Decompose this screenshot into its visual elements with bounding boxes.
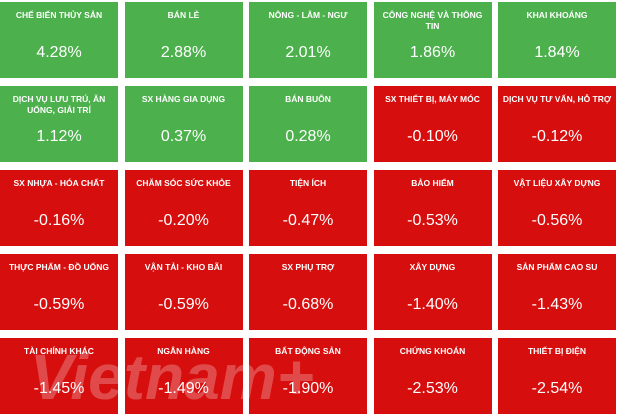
sector-name: THỰC PHẨM - ĐỒ UỐNG bbox=[8, 262, 110, 272]
sector-name: SX NHỰA - HÓA CHẤT bbox=[13, 178, 105, 188]
tile: CHẾ BIẾN THỦY SẢN 4.28% bbox=[0, 2, 118, 78]
value-label: -0.56% bbox=[531, 212, 583, 229]
value-label: -0.68% bbox=[282, 296, 334, 313]
sector-name: BÁN LẺ bbox=[167, 10, 200, 20]
tile: NÔNG - LÂM - NGƯ 2.01% bbox=[249, 2, 367, 78]
tile: CÔNG NGHỆ VÀ THÔNG TIN 1.86% bbox=[373, 2, 492, 78]
tile: THỰC PHẨM - ĐỒ UỐNG -0.59% bbox=[0, 254, 118, 330]
value-label: -0.59% bbox=[158, 296, 209, 313]
tile: XÂY DỰNG -1.40% bbox=[373, 254, 492, 330]
value-label: 1.12% bbox=[36, 128, 82, 145]
tile: BÁN LẺ 2.88% bbox=[124, 2, 243, 78]
sector-name: DỊCH VỤ LƯU TRÚ, ĂN UỐNG, GIẢI TRÍ bbox=[12, 94, 106, 115]
value-label: -0.16% bbox=[33, 212, 85, 229]
sector-name: VẬN TẢI - KHO BÃI bbox=[144, 262, 223, 272]
sector-name: KHAI KHOÁNG bbox=[526, 10, 588, 20]
value-label: -0.12% bbox=[531, 128, 583, 145]
sector-name: DỊCH VỤ TƯ VẤN, HỖ TRỢ bbox=[502, 94, 612, 104]
sector-name: NGÂN HÀNG bbox=[157, 346, 210, 356]
sector-name: VẬT LIỆU XÂY DỰNG bbox=[513, 178, 601, 188]
tile: SX THIẾT BỊ, MÁY MÓC -0.10% bbox=[373, 86, 492, 162]
value-label: -1.43% bbox=[531, 296, 583, 313]
sector-name: CHĂM SÓC SỨC KHỎE bbox=[136, 178, 231, 188]
tile: BẢO HIỂM -0.53% bbox=[373, 170, 492, 246]
value-label: 4.28% bbox=[36, 44, 82, 61]
tile: SX NHỰA - HÓA CHẤT -0.16% bbox=[0, 170, 118, 246]
sector-name: NÔNG - LÂM - NGƯ bbox=[268, 10, 348, 20]
value-label: -1.40% bbox=[407, 296, 458, 313]
sector-name: SX PHỤ TRỢ bbox=[281, 262, 335, 272]
tile: SX PHỤ TRỢ -0.68% bbox=[249, 254, 367, 330]
sector-name: TÀI CHÍNH KHÁC bbox=[24, 346, 94, 356]
sector-name: XÂY DỰNG bbox=[409, 262, 456, 272]
value-label: 2.88% bbox=[160, 44, 207, 61]
tile: THIẾT BỊ ĐIỆN -2.54% bbox=[498, 338, 616, 414]
value-label: -0.53% bbox=[407, 212, 458, 229]
value-label: -0.59% bbox=[33, 296, 85, 313]
value-label: 2.01% bbox=[285, 44, 331, 61]
tile: NGÂN HÀNG -1.49% bbox=[124, 338, 243, 414]
sector-name: SẢN PHẨM CAO SU bbox=[516, 262, 598, 272]
tile: VẬN TẢI - KHO BÃI -0.59% bbox=[124, 254, 243, 330]
tile: TÀI CHÍNH KHÁC -1.45% bbox=[0, 338, 118, 414]
value-label: -1.45% bbox=[33, 380, 85, 397]
tile: DỊCH VỤ TƯ VẤN, HỖ TRỢ -0.12% bbox=[498, 86, 616, 162]
tile: KHAI KHOÁNG 1.84% bbox=[498, 2, 616, 78]
value-label: -0.47% bbox=[282, 212, 334, 229]
sector-name: SX HÀNG GIA DỤNG bbox=[141, 94, 226, 104]
value-label: -1.49% bbox=[158, 380, 209, 397]
sector-name: CHẾ BIẾN THỦY SẢN bbox=[15, 10, 103, 20]
tile: TIỆN ÍCH -0.47% bbox=[249, 170, 367, 246]
sector-name: CHỨNG KHOÁN bbox=[399, 346, 466, 356]
sector-name: CÔNG NGHỆ VÀ THÔNG TIN bbox=[382, 10, 483, 31]
value-label: -2.54% bbox=[531, 380, 583, 397]
tile: DỊCH VỤ LƯU TRÚ, ĂN UỐNG, GIẢI TRÍ 1.12% bbox=[0, 86, 118, 162]
tile: CHỨNG KHOÁN -2.53% bbox=[373, 338, 492, 414]
sector-name: BÁN BUÔN bbox=[285, 94, 331, 104]
value-label: 0.28% bbox=[285, 128, 331, 145]
value-label: -0.20% bbox=[158, 212, 209, 229]
tile: SẢN PHẨM CAO SU -1.43% bbox=[498, 254, 616, 330]
sector-name: THIẾT BỊ ĐIỆN bbox=[527, 346, 587, 356]
value-label: 1.86% bbox=[409, 44, 456, 61]
sector-name: BẤT ĐỘNG SẢN bbox=[275, 346, 341, 356]
value-label: 1.84% bbox=[534, 44, 580, 61]
tile: BẤT ĐỘNG SẢN -1.90% bbox=[249, 338, 367, 414]
value-label: 0.37% bbox=[160, 128, 207, 145]
tile: CHĂM SÓC SỨC KHỎE -0.20% bbox=[124, 170, 243, 246]
value-label: -1.90% bbox=[282, 380, 334, 397]
sector-name: TIỆN ÍCH bbox=[289, 178, 327, 188]
tile: SX HÀNG GIA DỤNG 0.37% bbox=[124, 86, 243, 162]
value-label: -2.53% bbox=[407, 380, 458, 397]
sector-name: BẢO HIỂM bbox=[411, 178, 454, 188]
tile: VẬT LIỆU XÂY DỰNG -0.56% bbox=[498, 170, 616, 246]
value-label: -0.10% bbox=[407, 128, 458, 145]
sector-name: SX THIẾT BỊ, MÁY MÓC bbox=[385, 94, 480, 104]
tile: BÁN BUÔN 0.28% bbox=[249, 86, 367, 162]
